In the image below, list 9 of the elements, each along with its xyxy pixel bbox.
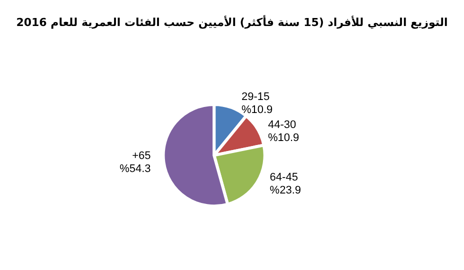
chart-title: التوزيع النسبي للأفراد (15 سنة فأكثر) الأميين حسب الفئات العمرية للعام 2016	[16, 15, 448, 29]
data-label: %23.9	[270, 184, 302, 196]
data-label: %54.3	[120, 163, 151, 176]
slice-label: +65	[132, 150, 151, 162]
data-label: %10.9	[241, 104, 273, 116]
slice-label: 64-45	[270, 171, 298, 184]
slice-label: 44-30	[268, 119, 296, 132]
slice-label: 29-15	[241, 91, 270, 104]
data-label: %10.9	[268, 132, 300, 144]
